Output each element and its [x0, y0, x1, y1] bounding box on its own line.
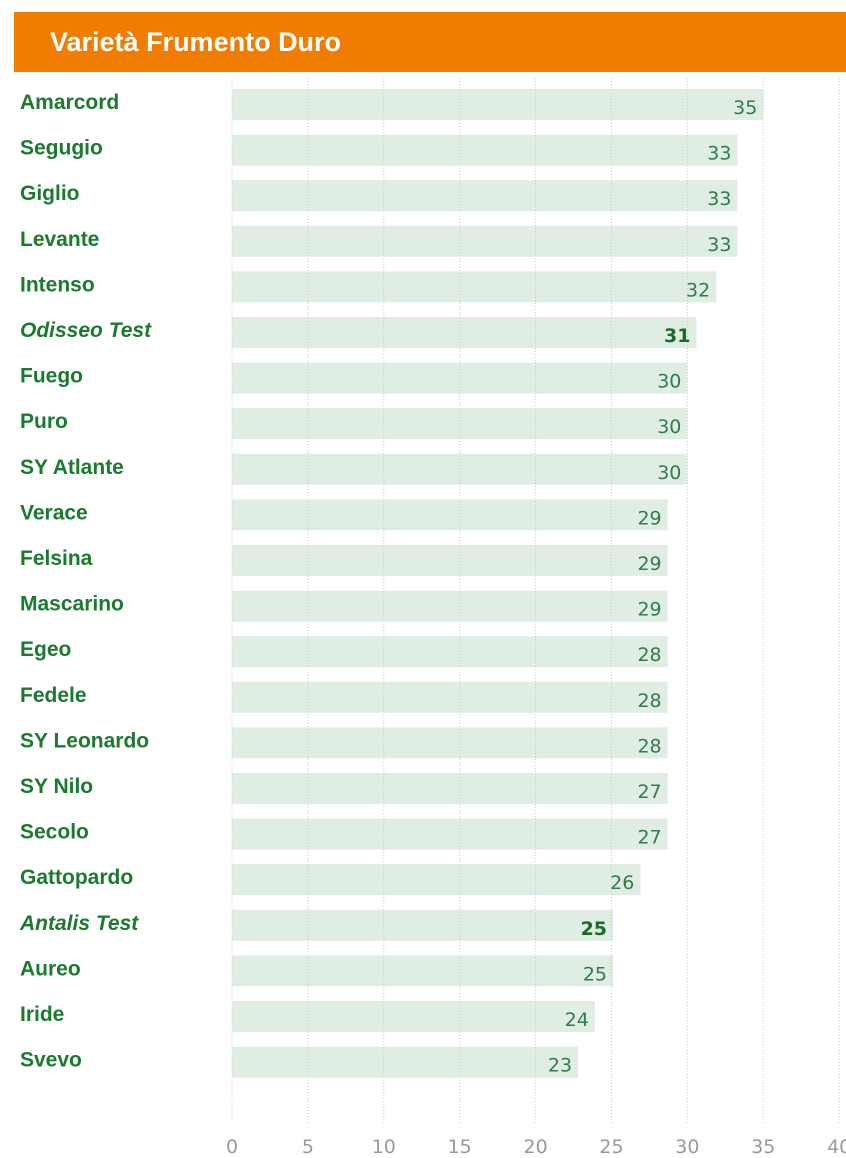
bar [232, 909, 614, 941]
bar [232, 590, 668, 622]
bar [232, 545, 668, 576]
x-tick-label: 20 [524, 1136, 548, 1158]
bar [232, 955, 614, 987]
category-label: Segugio [20, 137, 103, 160]
bar [232, 225, 738, 257]
category-label: Verace [20, 501, 88, 524]
data-label: 23 [548, 1055, 572, 1077]
bar [232, 134, 738, 166]
data-label: 27 [637, 781, 661, 803]
data-label: 28 [637, 644, 661, 666]
category-label: Aureo [20, 957, 81, 980]
data-label: 32 [686, 279, 710, 301]
category-label: Gattopardo [20, 866, 133, 889]
bar [232, 636, 668, 668]
x-tick-label: 0 [226, 1136, 238, 1158]
data-label: 29 [637, 599, 661, 621]
category-label: Intenso [20, 273, 95, 296]
category-label: Odisseo Test [20, 319, 152, 342]
x-tick-label: 35 [751, 1136, 775, 1158]
x-tick-label: 5 [302, 1136, 314, 1158]
data-label: 30 [657, 371, 681, 393]
bar [232, 864, 641, 896]
data-label: 26 [610, 872, 634, 894]
bar [232, 681, 668, 713]
category-label: Secolo [20, 821, 89, 844]
data-label: 25 [581, 918, 607, 940]
data-label: 33 [707, 234, 731, 256]
bar [232, 727, 668, 759]
data-label: 33 [707, 143, 731, 165]
title-bar: Varietà Frumento Duro [14, 12, 846, 72]
bar [232, 499, 668, 531]
chart-title: Varietà Frumento Duro [50, 27, 342, 57]
x-tick-label: 15 [448, 1136, 472, 1158]
bar [232, 1001, 595, 1032]
bar [232, 1046, 579, 1078]
bar [232, 818, 668, 850]
bar [232, 271, 717, 303]
category-label: SY Atlante [20, 456, 124, 479]
data-label: 29 [637, 507, 661, 529]
category-label: SY Nilo [20, 775, 93, 798]
x-tick-label: 40 [827, 1136, 846, 1158]
category-label: Amarcord [20, 91, 119, 114]
data-label: 24 [565, 1009, 589, 1031]
category-label: Fuego [20, 365, 83, 388]
data-label: 28 [637, 735, 661, 757]
category-label: SY Leonardo [20, 729, 149, 752]
category-label: Levante [20, 228, 99, 251]
data-label: 27 [637, 827, 661, 849]
x-tick-label: 25 [599, 1136, 623, 1158]
data-label: 25 [583, 963, 607, 985]
category-label: Egeo [20, 638, 71, 661]
category-label: Svevo [20, 1049, 82, 1072]
data-label: 28 [637, 690, 661, 712]
data-label: 33 [707, 188, 731, 210]
category-label: Puro [20, 410, 68, 433]
bar [232, 180, 738, 212]
data-label: 30 [657, 462, 681, 484]
category-label: Felsina [20, 547, 93, 570]
category-label: Giglio [20, 182, 80, 205]
bar [232, 89, 764, 120]
x-tick-label: 10 [372, 1136, 396, 1158]
category-label: Fedele [20, 684, 87, 707]
data-label: 31 [664, 325, 690, 347]
category-label: Mascarino [20, 593, 124, 616]
bar [232, 773, 668, 804]
category-label: Antalis Test [19, 912, 139, 935]
data-label: 29 [637, 553, 661, 575]
data-label: 30 [657, 416, 681, 438]
bar [232, 453, 688, 485]
data-label: 35 [733, 97, 757, 119]
x-tick-label: 30 [675, 1136, 699, 1158]
bar [232, 317, 697, 348]
category-label: Iride [20, 1003, 64, 1026]
